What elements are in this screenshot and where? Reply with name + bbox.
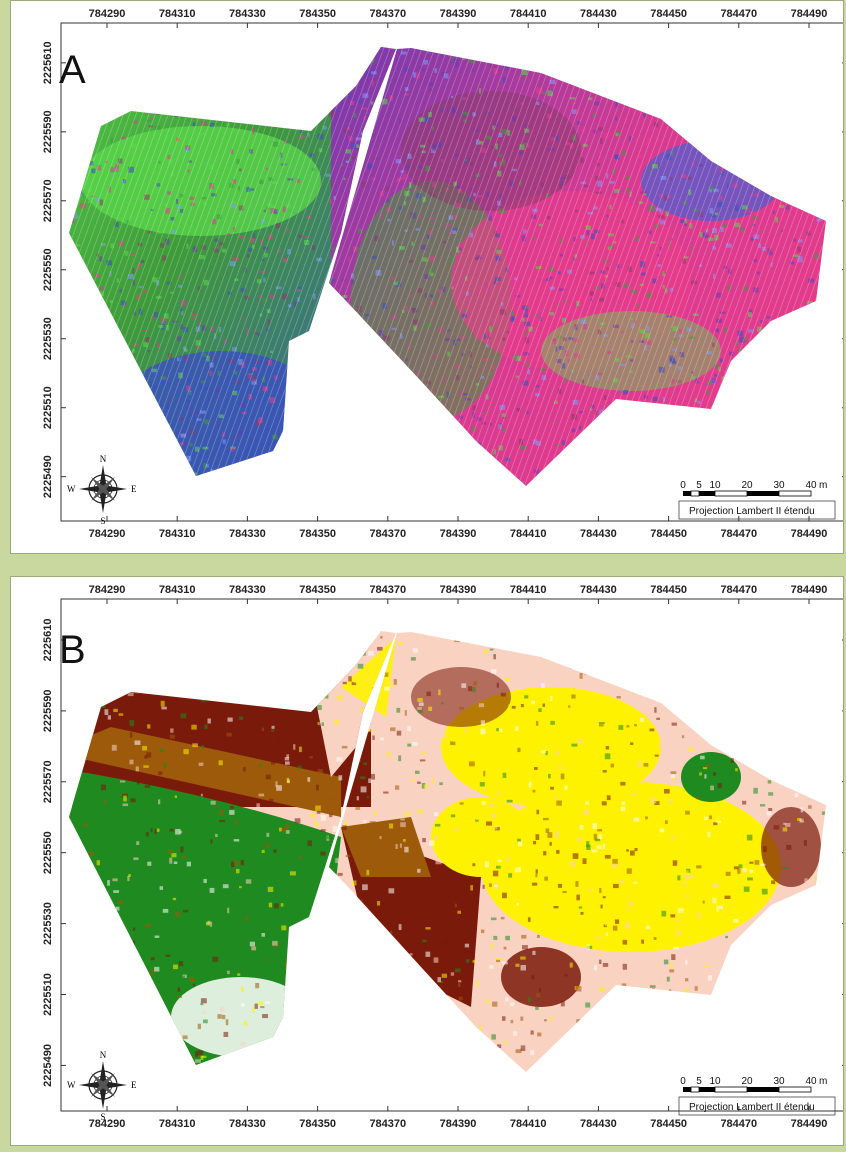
x-tick-label-bottom: 784490 xyxy=(791,1118,828,1130)
x-tick-label-bottom: 784350 xyxy=(299,1118,336,1130)
x-tick-label-top: 784370 xyxy=(369,8,406,20)
scale-bar-unit: m xyxy=(819,1076,827,1087)
y-tick-label: 2225590 xyxy=(42,689,54,732)
x-tick-label-top: 784290 xyxy=(89,584,126,596)
compass-rose-icon: N S E W xyxy=(67,1050,137,1122)
x-tick-label-bottom: 784310 xyxy=(159,528,196,540)
x-tick-label-top: 784410 xyxy=(510,584,547,596)
x-tick-label-top: 784330 xyxy=(229,584,266,596)
x-tick-label-top: 784490 xyxy=(791,8,828,20)
x-tick-label-bottom: 784290 xyxy=(89,528,126,540)
x-tick-label-bottom: 784410 xyxy=(510,528,547,540)
x-tick-label-bottom: 784470 xyxy=(720,528,757,540)
x-tick-label-bottom: 784430 xyxy=(580,1118,617,1130)
panel-letter-b: B xyxy=(59,628,86,672)
x-tick-label-bottom: 784450 xyxy=(650,528,687,540)
y-tick-label: 2225530 xyxy=(42,317,54,360)
compass-n: N xyxy=(100,1050,107,1060)
x-tick-label-top: 784410 xyxy=(510,8,547,20)
scale-bar-tick: 20 xyxy=(741,1076,753,1087)
scale-bar-tick: 10 xyxy=(709,1076,721,1087)
x-tick-label-top: 784350 xyxy=(299,8,336,20)
map-b-raster xyxy=(69,631,826,1072)
projection-label: Projection Lambert II étendu xyxy=(689,1102,815,1113)
x-tick-label-top: 784430 xyxy=(580,8,617,20)
map-b-canvas: 784290 784290 784310 784310 784330 784330 7843… xyxy=(42,584,843,1130)
scale-bar-tick: 10 xyxy=(709,480,721,491)
x-tick-label-top: 784470 xyxy=(720,8,757,20)
y-tick-label: 2225570 xyxy=(42,760,54,803)
x-tick-label-bottom: 784470 xyxy=(720,1118,757,1130)
y-tick-label: 2225550 xyxy=(42,248,54,291)
y-tick-label: 2225550 xyxy=(42,831,54,874)
scale-bar-tick: 0 xyxy=(680,480,686,491)
x-tick-label-top: 784310 xyxy=(159,8,196,20)
map-panel-a: 784290 784290 784310 784310 784330 784330 7843… xyxy=(10,0,844,554)
scale-bar-tick: 40 xyxy=(805,1076,817,1087)
x-tick-label-bottom: 784450 xyxy=(650,1118,687,1130)
x-tick-label-bottom: 784370 xyxy=(369,1118,406,1130)
y-tick-label: 2225570 xyxy=(42,179,54,222)
map-a-canvas: 784290 784290 784310 784310 784330 784330 7843… xyxy=(42,8,843,540)
y-tick-label: 2225510 xyxy=(42,386,54,429)
scale-bar: 0 5 10 20 30 40 m Projection Lambert II étendu xyxy=(678,1076,836,1116)
x-tick-label-top: 784470 xyxy=(720,584,757,596)
y-tick-label: 2225610 xyxy=(42,619,54,662)
x-tick-label-top: 784450 xyxy=(650,8,687,20)
x-tick-label-bottom: 784490 xyxy=(791,528,828,540)
scale-bar-tick: 30 xyxy=(773,480,785,491)
x-tick-label-top: 784350 xyxy=(299,584,336,596)
compass-s: S xyxy=(100,516,105,526)
scale-bar-tick: 5 xyxy=(696,1076,702,1087)
compass-e: E xyxy=(131,1080,137,1090)
y-tick-label: 2225530 xyxy=(42,902,54,945)
compass-w: W xyxy=(67,484,76,494)
x-tick-label-top: 784310 xyxy=(159,584,196,596)
scale-bar: 0 5 10 20 30 40 m Projection Lambert II étendu xyxy=(678,480,836,520)
compass-rose-icon: N S E W xyxy=(67,454,137,526)
compass-s: S xyxy=(100,1112,105,1122)
map-panel-b: 784290 784290 784310 784310 784330 784330 7843… xyxy=(10,576,844,1146)
x-tick-label-bottom: 784370 xyxy=(369,528,406,540)
x-tick-label-top: 784290 xyxy=(89,8,126,20)
scale-bar-tick: 0 xyxy=(680,1076,686,1087)
compass-n: N xyxy=(100,454,107,464)
x-tick-label-top: 784370 xyxy=(369,584,406,596)
x-tick-label-top: 784330 xyxy=(229,8,266,20)
scale-bar-tick: 5 xyxy=(696,480,702,491)
x-tick-label-bottom: 784410 xyxy=(510,1118,547,1130)
x-tick-label-bottom: 784430 xyxy=(580,528,617,540)
y-tick-label: 2225510 xyxy=(42,973,54,1016)
panel-letter-a: A xyxy=(59,48,86,92)
x-tick-label-bottom: 784330 xyxy=(229,528,266,540)
y-tick-label: 2225490 xyxy=(42,1044,54,1087)
x-tick-label-bottom: 784290 xyxy=(89,1118,126,1130)
compass-e: E xyxy=(131,484,137,494)
x-tick-label-top: 784430 xyxy=(580,584,617,596)
y-tick-label: 2225610 xyxy=(42,41,54,84)
projection-label: Projection Lambert II étendu xyxy=(689,506,815,517)
scale-bar-tick: 40 xyxy=(805,480,817,491)
scale-bar-unit: m xyxy=(819,480,827,491)
x-tick-label-bottom: 784330 xyxy=(229,1118,266,1130)
y-tick-label: 2225590 xyxy=(42,110,54,153)
x-tick-label-bottom: 784350 xyxy=(299,528,336,540)
x-tick-label-bottom: 784310 xyxy=(159,1118,196,1130)
scale-bar-tick: 20 xyxy=(741,480,753,491)
compass-w: W xyxy=(67,1080,76,1090)
x-tick-label-bottom: 784390 xyxy=(440,528,477,540)
x-tick-label-bottom: 784390 xyxy=(440,1118,477,1130)
map-a-raster xyxy=(69,47,826,486)
x-tick-label-top: 784390 xyxy=(440,584,477,596)
y-tick-label: 2225490 xyxy=(42,455,54,498)
x-tick-label-top: 784390 xyxy=(440,8,477,20)
scale-bar-tick: 30 xyxy=(773,1076,785,1087)
x-tick-label-top: 784450 xyxy=(650,584,687,596)
x-tick-label-top: 784490 xyxy=(791,584,828,596)
